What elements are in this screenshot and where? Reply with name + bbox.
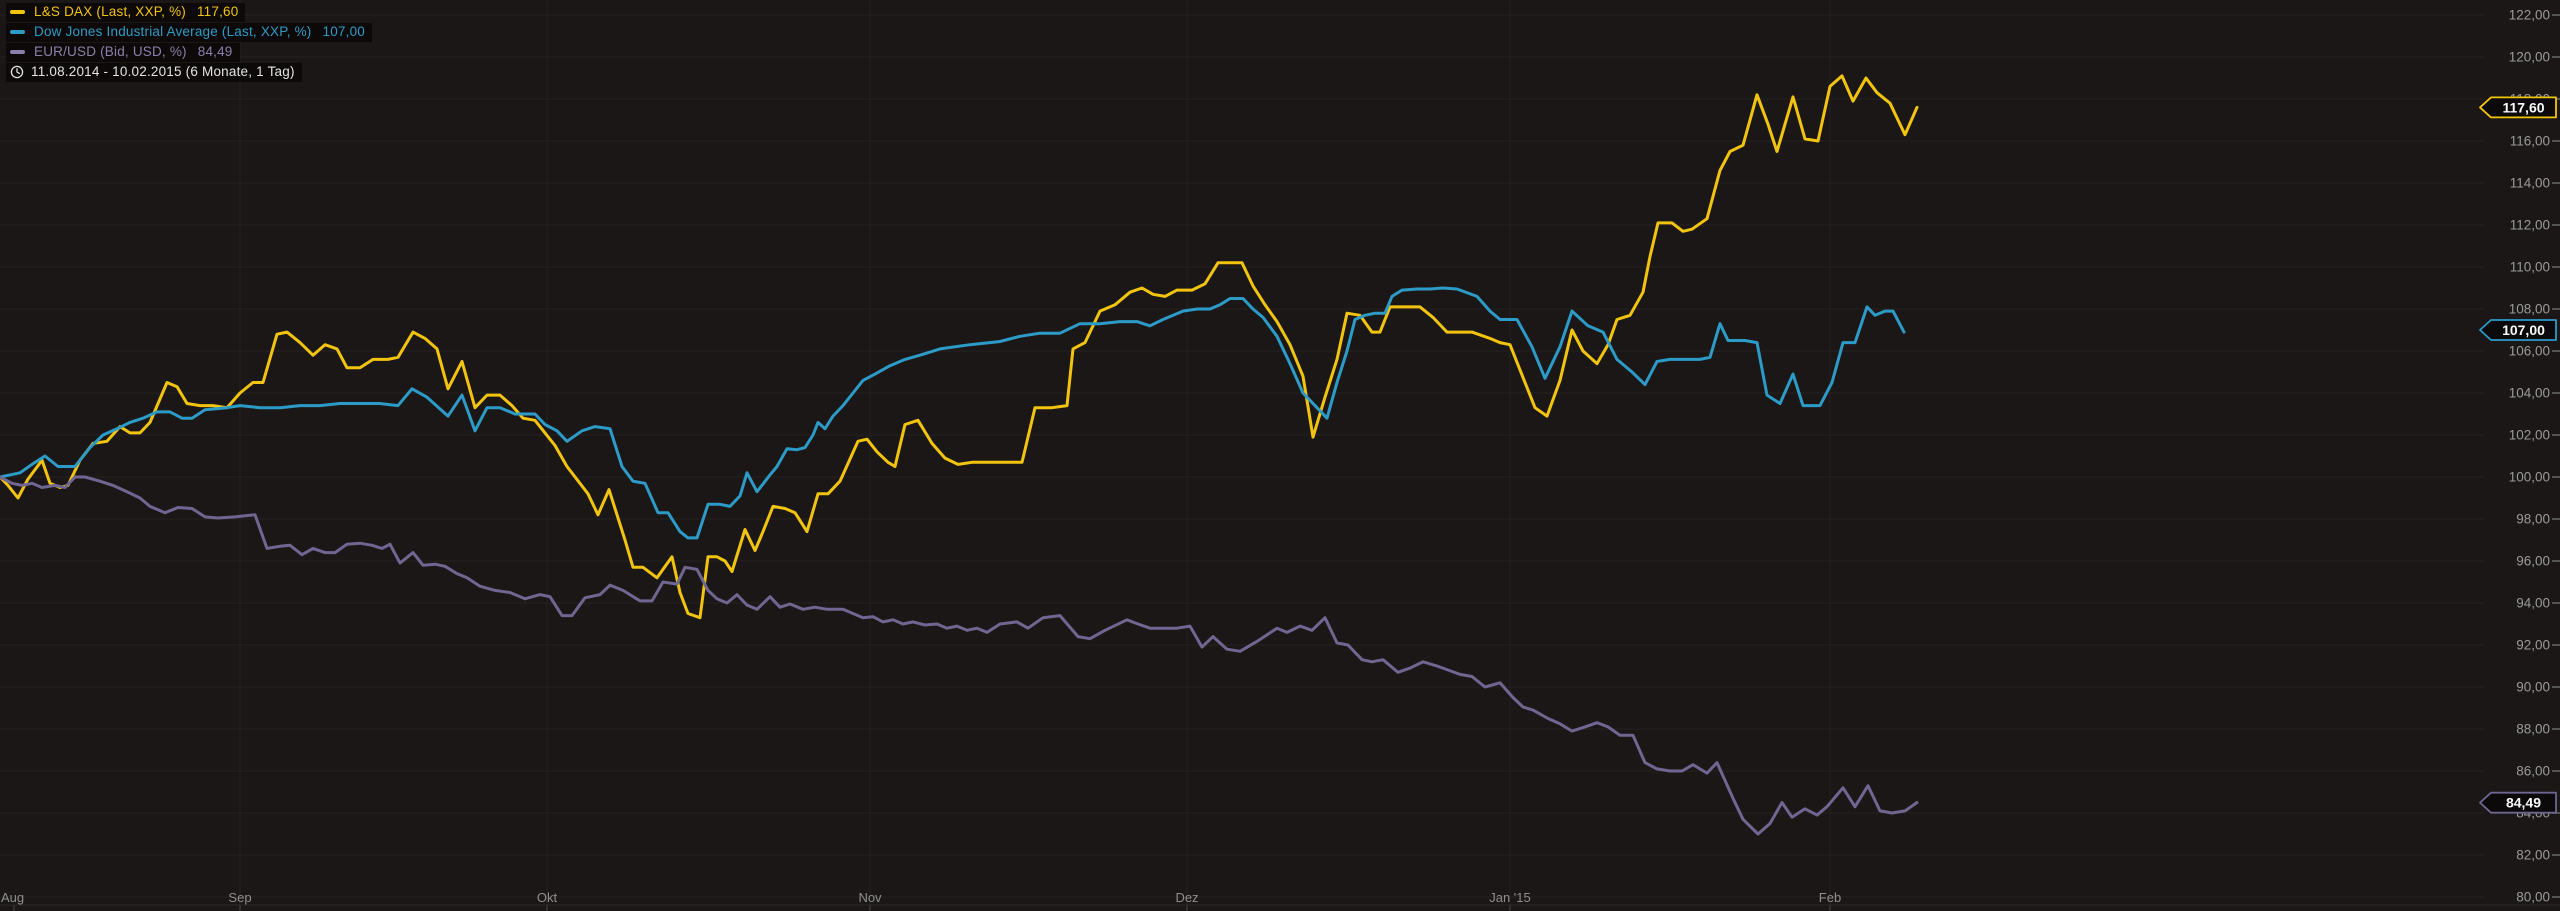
- x-axis-label: Nov: [858, 890, 882, 905]
- legend-item-dax[interactable]: L&S DAX (Last, XXP, %) 117,60: [6, 3, 246, 22]
- y-axis-label: 122,00: [2509, 8, 2550, 23]
- y-axis-label: 100,00: [2509, 470, 2550, 485]
- y-axis-label: 80,00: [2516, 890, 2550, 905]
- y-axis-label: 110,00: [2510, 260, 2550, 275]
- y-axis-label: 116,00: [2510, 134, 2550, 149]
- y-axis-label: 92,00: [2516, 638, 2550, 653]
- x-axis-label: Feb: [1819, 890, 1841, 905]
- series-line-dax[interactable]: [0, 74, 1919, 620]
- y-axis-label: 112,00: [2510, 218, 2550, 233]
- y-axis-label: 90,00: [2516, 680, 2550, 695]
- y-axis-label: 96,00: [2516, 554, 2550, 569]
- last-price-badge-value: 107,00: [2502, 322, 2545, 338]
- last-price-badge: [2479, 791, 2557, 814]
- y-axis-label: 82,00: [2516, 848, 2550, 863]
- dow-line-color-chip: [10, 30, 25, 34]
- y-axis-label: 106,00: [2509, 344, 2550, 359]
- last-price-badge-value: 117,60: [2502, 99, 2544, 115]
- series-line-eurusd[interactable]: [0, 475, 1919, 836]
- x-axis-label: Dez: [1175, 890, 1198, 905]
- legend-label: L&S DAX (Last, XXP, %): [34, 4, 186, 19]
- y-axis-label: 94,00: [2516, 596, 2550, 611]
- x-axis-label: Jan '15: [1489, 890, 1531, 905]
- legend-label: Dow Jones Industrial Average (Last, XXP,…: [34, 24, 312, 39]
- y-axis-label: 114,00: [2510, 176, 2550, 191]
- x-axis-label: Sep: [228, 890, 251, 905]
- x-axis-label: Aug: [1, 890, 24, 905]
- chart-legend: L&S DAX (Last, XXP, %) 117,60 Dow Jones …: [6, 3, 372, 82]
- legend-label: EUR/USD (Bid, USD, %): [34, 44, 187, 59]
- dax-line-color-chip: [10, 10, 25, 14]
- y-axis-label: 104,00: [2509, 386, 2550, 401]
- y-axis-label: 98,00: [2516, 512, 2550, 527]
- legend-item-eurusd[interactable]: EUR/USD (Bid, USD, %) 84,49: [6, 43, 240, 62]
- y-axis-label: 86,00: [2516, 764, 2550, 779]
- eurusd-line-color-chip: [10, 50, 25, 54]
- y-axis-label: 102,00: [2509, 428, 2550, 443]
- time-range-row: 11.08.2014 - 10.02.2015 (6 Monate, 1 Tag…: [6, 63, 302, 82]
- last-price-badge: [2479, 319, 2557, 341]
- legend-value: 117,60: [196, 4, 239, 19]
- clock-icon: [10, 65, 24, 79]
- time-range-label: 11.08.2014 - 10.02.2015 (6 Monate, 1 Tag…: [31, 64, 295, 79]
- x-axis-label: Okt: [537, 890, 558, 905]
- last-price-badge-value: 84,49: [2506, 795, 2541, 811]
- legend-value: 107,00: [322, 24, 365, 39]
- y-axis-label: 120,00: [2509, 50, 2550, 65]
- legend-value: 84,49: [197, 44, 233, 59]
- series-line-dow-jones[interactable]: [0, 286, 1906, 540]
- last-price-badge: [2479, 96, 2557, 119]
- legend-item-dow-jones[interactable]: Dow Jones Industrial Average (Last, XXP,…: [6, 23, 372, 42]
- y-axis-label: 108,00: [2509, 302, 2550, 317]
- y-axis-label: 88,00: [2516, 722, 2550, 737]
